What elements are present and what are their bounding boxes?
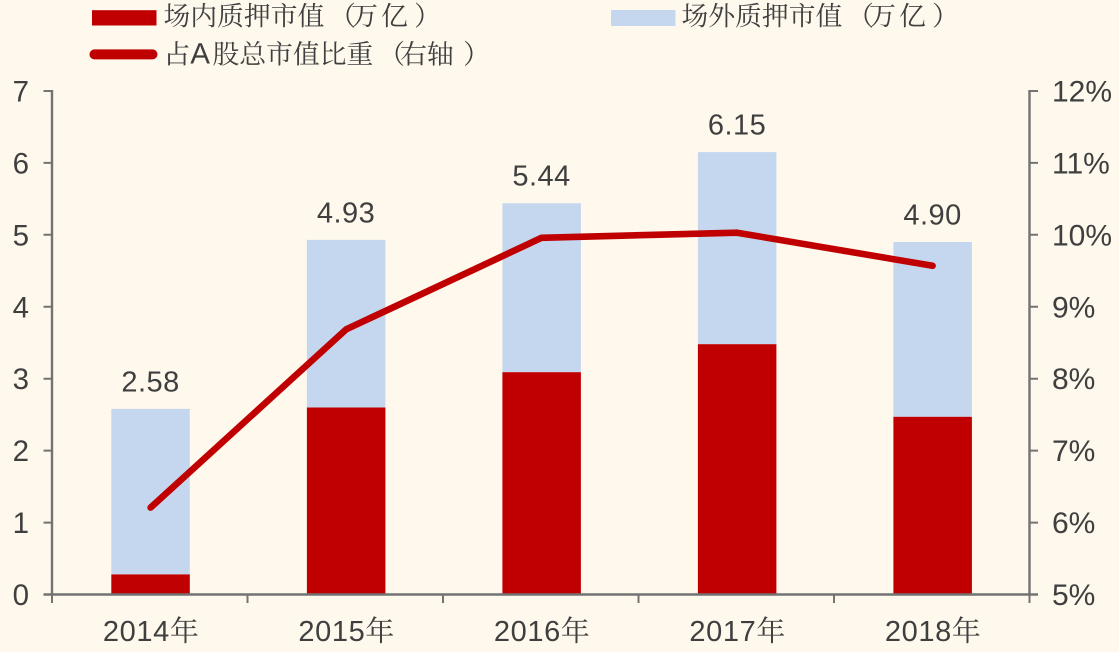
svg-text:1: 1 xyxy=(13,507,29,540)
svg-text:2016: 2016 xyxy=(494,616,561,648)
svg-text:2015: 2015 xyxy=(298,616,365,648)
svg-text:7%: 7% xyxy=(1052,435,1095,468)
svg-text:4: 4 xyxy=(13,291,29,324)
svg-text:12%: 12% xyxy=(1052,76,1112,109)
svg-text:4.93: 4.93 xyxy=(317,197,375,229)
svg-text:2018: 2018 xyxy=(885,616,952,648)
svg-text:5: 5 xyxy=(13,219,29,252)
svg-text:2.58: 2.58 xyxy=(121,366,179,398)
svg-text:0: 0 xyxy=(13,579,29,612)
svg-text:4.90: 4.90 xyxy=(903,199,961,231)
svg-text:3: 3 xyxy=(13,363,29,396)
svg-text:11%: 11% xyxy=(1052,147,1110,180)
svg-text:2017: 2017 xyxy=(689,616,756,648)
svg-text:5%: 5% xyxy=(1052,579,1095,612)
svg-text:8%: 8% xyxy=(1052,363,1095,396)
svg-text:7: 7 xyxy=(13,76,29,109)
svg-text:5.44: 5.44 xyxy=(512,161,570,193)
svg-text:2: 2 xyxy=(13,435,29,468)
svg-text:10%: 10% xyxy=(1052,219,1112,252)
svg-text:6%: 6% xyxy=(1052,507,1095,540)
svg-text:2014: 2014 xyxy=(103,616,170,648)
svg-text:9%: 9% xyxy=(1052,291,1095,324)
svg-text:6: 6 xyxy=(13,147,29,180)
svg-text:6.15: 6.15 xyxy=(708,110,766,142)
